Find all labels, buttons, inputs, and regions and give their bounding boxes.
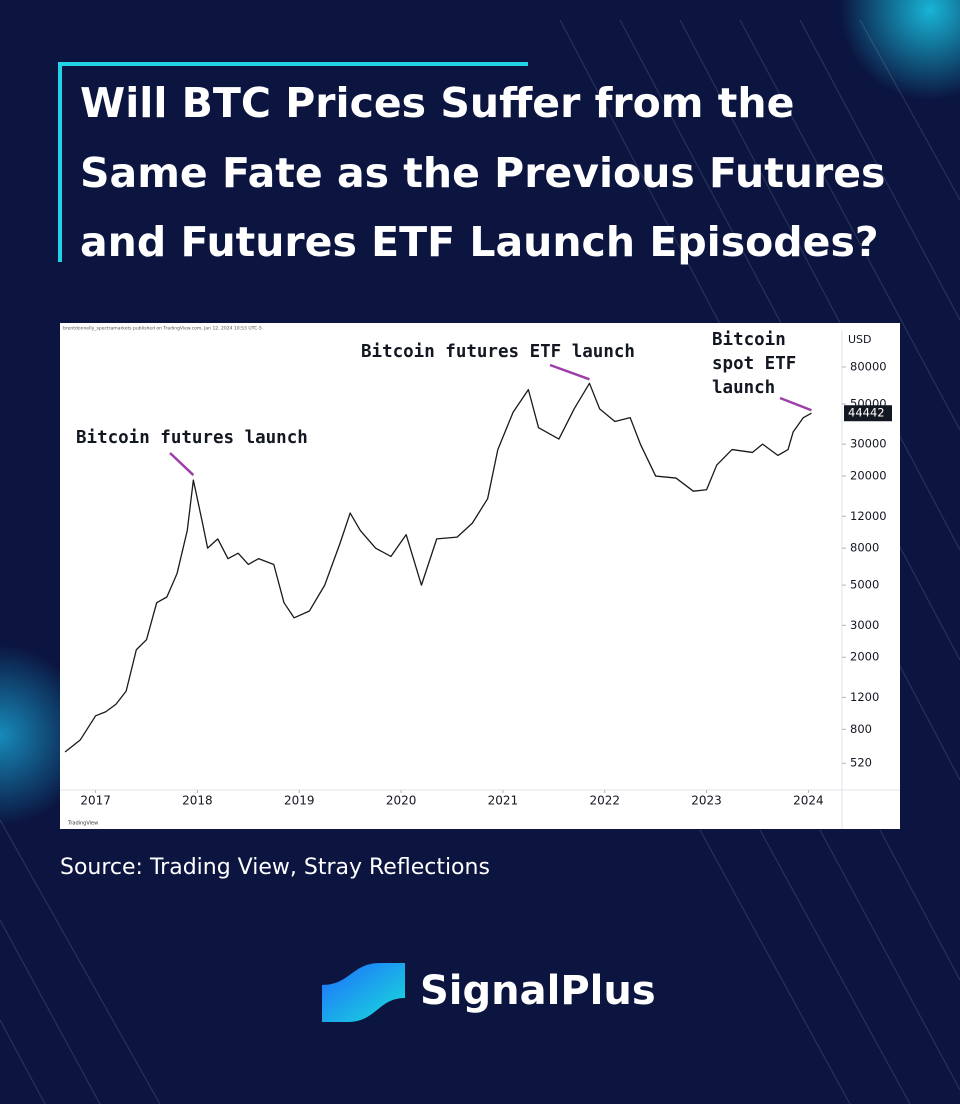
title-bracket [58,62,528,262]
x-tick-label: 2022 [589,794,620,808]
y-tick-label: 8000 [850,541,879,555]
last-price-label: 44442 [848,406,885,420]
brand: SignalPlus [420,968,656,1014]
chart: brentdonnelly_spectramarkets published o… [60,326,900,829]
annotation-pointer [549,363,590,381]
x-tick-label: 2018 [182,794,213,808]
annotation-pointer [779,396,812,412]
x-tick-label: 2024 [793,794,824,808]
glow [840,0,960,100]
x-tick-label: 2019 [284,794,315,808]
logo: SignalPlus [322,963,656,1022]
annotation-text: Bitcoin futures ETF launch [361,342,635,362]
chart-panel [60,323,900,829]
y-tick-label: 80000 [850,359,887,373]
title-line: and Futures ETF Launch Episodes? [80,218,879,266]
y-tick-label: 520 [850,756,872,770]
y-tick-label: 2000 [850,650,879,664]
annotation-text: Bitcoin [712,330,786,350]
price-line [64,382,812,753]
y-tick-label: 12000 [850,509,887,523]
y-tick-label: 1200 [850,690,879,704]
logo-mark [322,963,405,1022]
y-tick-label: 30000 [850,437,887,451]
x-tick-label: 2017 [80,794,111,808]
title-line: Same Fate as the Previous Futures [80,149,885,197]
title-line: Will BTC Prices Suffer from the [80,79,794,127]
annotation-pointer [169,452,195,477]
y-tick-label: 3000 [850,618,879,632]
last-price-box [844,405,892,422]
x-tick-label: 2023 [691,794,722,808]
y-axis-label: USD [848,333,872,346]
annotation-text: launch [712,378,775,398]
y-tick-label: 20000 [850,469,887,483]
chart-footer: TradingView [67,821,98,827]
decor-lines [0,19,960,1104]
chart-subtitle: brentdonnelly_spectramarkets published o… [63,326,262,332]
x-tick-label: 2021 [488,794,519,808]
x-tick-label: 2020 [386,794,417,808]
y-tick-label: 800 [850,722,872,736]
source: Source: Trading View, Stray Reflections [60,855,490,880]
y-tick-label: 5000 [850,578,879,592]
annotation-text: Bitcoin futures launch [76,428,308,448]
annotation-text: spot ETF [712,354,796,374]
